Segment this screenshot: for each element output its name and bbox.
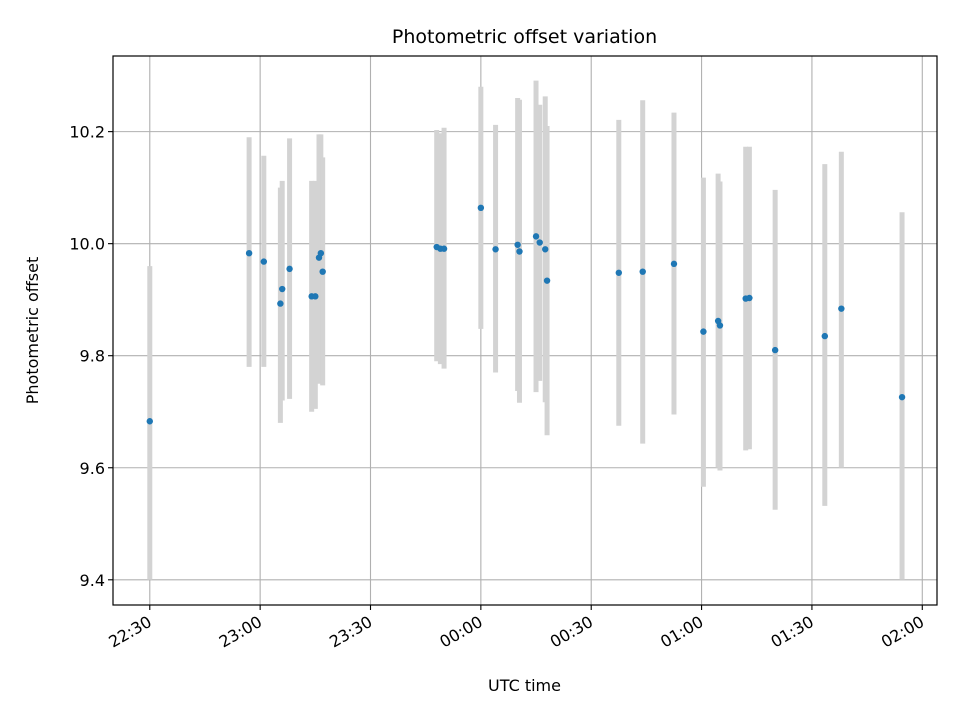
x-axis-label: UTC time xyxy=(488,676,561,695)
y-tick-label: 9.8 xyxy=(80,347,105,366)
data-point xyxy=(277,300,284,307)
data-point xyxy=(477,204,485,212)
data-point xyxy=(670,260,678,268)
data-point xyxy=(771,346,779,354)
data-point xyxy=(317,249,325,257)
data-point xyxy=(286,265,293,273)
grid-layer xyxy=(113,56,937,605)
data-point xyxy=(536,239,543,246)
y-tick-label: 9.4 xyxy=(80,571,105,590)
data-point xyxy=(716,322,724,329)
plot-frame xyxy=(112,55,938,606)
data-point xyxy=(542,246,549,253)
data-point xyxy=(700,328,707,335)
data-point xyxy=(440,245,448,252)
data-point xyxy=(615,269,623,276)
data-point xyxy=(838,305,845,312)
data-point xyxy=(639,268,646,275)
data-point xyxy=(312,293,319,300)
data-point xyxy=(492,246,499,253)
data-point xyxy=(821,332,829,340)
y-tick-label: 10.0 xyxy=(69,235,105,254)
data-point xyxy=(146,418,153,425)
y-axis-label: Photometric offset xyxy=(23,257,42,405)
data-point xyxy=(319,268,326,275)
tick-layer: 22:30 23:00 23:30 00:00 00:30 01:00 01:30 02:00… xyxy=(69,123,927,652)
point-layer xyxy=(146,204,906,425)
data-point xyxy=(260,258,268,265)
y-tick-label: 9.6 xyxy=(80,459,105,478)
data-point xyxy=(514,241,521,248)
data-point xyxy=(746,294,753,302)
chart-title: Photometric offset variation xyxy=(392,26,657,48)
data-point xyxy=(279,285,286,293)
data-point xyxy=(245,249,253,257)
data-point xyxy=(516,248,523,255)
data-point xyxy=(543,277,551,284)
data-point xyxy=(898,393,906,401)
y-tick-label: 10.2 xyxy=(69,123,105,142)
data-point xyxy=(532,233,540,240)
